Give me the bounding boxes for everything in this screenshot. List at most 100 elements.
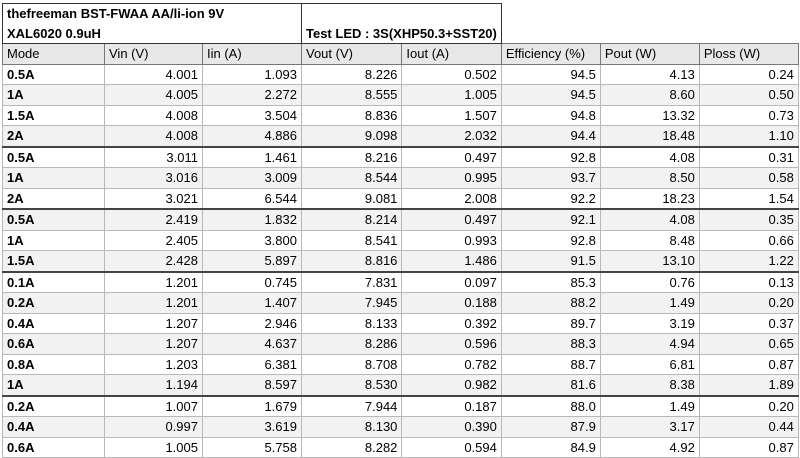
value-cell: 0.37 xyxy=(698,312,799,334)
value-cell: 0.497 xyxy=(401,208,502,231)
empty-cell xyxy=(501,4,798,24)
value-cell: 1.49 xyxy=(599,394,700,417)
data-row: 1A 1.194 8.597 8.530 0.982 81.6 8.38 1.89 xyxy=(2,374,799,396)
data-row: 1.5A 4.008 3.504 8.836 1.507 94.8 13.32 0.73 xyxy=(2,104,799,126)
value-cell: 2.032 xyxy=(401,125,502,147)
mode-cell: 1A xyxy=(2,229,105,251)
value-cell: 13.32 xyxy=(599,104,700,126)
value-cell: 6.381 xyxy=(202,353,302,375)
value-cell: 88.3 xyxy=(500,333,601,355)
value-cell: 8.226 xyxy=(300,63,403,85)
value-cell: 0.44 xyxy=(698,416,799,438)
data-row: 1.5A 2.428 5.897 8.816 1.486 91.5 13.10 1.22 xyxy=(2,250,799,272)
column-header: Efficiency (%) xyxy=(500,43,601,65)
value-cell: 0.995 xyxy=(401,167,502,189)
mode-cell: 0.1A xyxy=(2,270,105,293)
data-row: 0.6A 1.005 5.758 8.282 0.594 84.9 4.92 0.87 xyxy=(2,436,799,458)
data-row: 1A 4.005 2.272 8.555 1.005 94.5 8.60 0.50 xyxy=(2,84,799,106)
value-cell: 1.005 xyxy=(104,436,203,458)
value-cell: 85.3 xyxy=(500,270,601,293)
data-row: 0.8A 1.203 6.381 8.708 0.782 88.7 6.81 0.87 xyxy=(2,353,799,375)
value-cell: 3.19 xyxy=(599,312,700,334)
mode-cell: 0.2A xyxy=(2,394,105,417)
value-cell: 0.50 xyxy=(698,84,799,106)
value-cell: 8.836 xyxy=(300,104,403,126)
value-cell: 0.392 xyxy=(401,312,502,334)
value-cell: 0.87 xyxy=(698,353,799,375)
data-row: 0.2A 1.201 1.407 7.945 0.188 88.2 1.49 0.20 xyxy=(2,292,799,314)
value-cell: 7.945 xyxy=(300,292,403,314)
data-row: 1A 2.405 3.800 8.541 0.993 92.8 8.48 0.66 xyxy=(2,229,799,251)
data-row: 0.1A 1.201 0.745 7.831 0.097 85.3 0.76 0.13 xyxy=(2,270,799,293)
data-row: 0.5A 4.001 1.093 8.226 0.502 94.5 4.13 0.24 xyxy=(2,63,799,85)
value-cell: 1.507 xyxy=(401,104,502,126)
value-cell: 88.2 xyxy=(500,292,601,314)
value-cell: 8.541 xyxy=(300,229,403,251)
value-cell: 2.419 xyxy=(104,208,203,231)
value-cell: 0.73 xyxy=(698,104,799,126)
value-cell: 2.008 xyxy=(401,187,502,210)
column-header: Vin (V) xyxy=(104,43,203,65)
value-cell: 8.708 xyxy=(300,353,403,375)
value-cell: 8.282 xyxy=(300,436,403,458)
value-cell: 6.544 xyxy=(202,187,302,210)
value-cell: 87.9 xyxy=(500,416,601,438)
data-row: 0.4A 0.997 3.619 8.130 0.390 87.9 3.17 0.44 xyxy=(2,416,799,438)
value-cell: 0.66 xyxy=(698,229,799,251)
value-cell: 92.8 xyxy=(500,145,601,168)
mode-cell: 0.4A xyxy=(2,416,105,438)
value-cell: 4.92 xyxy=(599,436,700,458)
value-cell: 9.098 xyxy=(300,125,403,147)
value-cell: 0.87 xyxy=(698,436,799,458)
value-cell: 8.38 xyxy=(599,374,700,396)
data-row: 0.5A 3.011 1.461 8.216 0.497 92.8 4.08 0.31 xyxy=(2,145,799,168)
value-cell: 7.831 xyxy=(300,270,403,293)
mode-cell: 0.4A xyxy=(2,312,105,334)
value-cell: 3.011 xyxy=(104,145,203,168)
value-cell: 0.596 xyxy=(401,333,502,355)
value-cell: 0.24 xyxy=(698,63,799,85)
data-row: 2A 4.008 4.886 9.098 2.032 94.4 18.48 1.10 xyxy=(2,125,799,147)
value-cell: 92.1 xyxy=(500,208,601,231)
value-cell: 93.7 xyxy=(500,167,601,189)
value-cell: 89.7 xyxy=(500,312,601,334)
value-cell: 0.58 xyxy=(698,167,799,189)
value-cell: 2.272 xyxy=(202,84,302,106)
value-cell: 1.89 xyxy=(698,374,799,396)
mode-cell: 0.6A xyxy=(2,333,105,355)
value-cell: 1.203 xyxy=(104,353,203,375)
value-cell: 94.4 xyxy=(500,125,601,147)
value-cell: 4.005 xyxy=(104,84,203,106)
column-header-row: Mode Vin (V) Iin (A) Vout (V) Iout (A) Effici… xyxy=(2,43,799,65)
value-cell: 4.08 xyxy=(599,208,700,231)
mode-cell: 1A xyxy=(2,374,105,396)
value-cell: 18.48 xyxy=(599,125,700,147)
value-cell: 18.23 xyxy=(599,187,700,210)
data-row: 0.6A 1.207 4.637 8.286 0.596 88.3 4.94 0.65 xyxy=(2,333,799,355)
empty-cell xyxy=(501,23,799,44)
value-cell: 1.461 xyxy=(202,145,302,168)
value-cell: 8.216 xyxy=(300,145,403,168)
data-row: 0.4A 1.207 2.946 8.133 0.392 89.7 3.19 0.37 xyxy=(2,312,799,334)
title: thefreeman BST-FWAA AA/li-ion 9V xyxy=(2,3,302,24)
value-cell: 4.08 xyxy=(599,145,700,168)
value-cell: 8.544 xyxy=(300,167,403,189)
value-cell: 4.886 xyxy=(202,125,302,147)
value-cell: 3.504 xyxy=(202,104,302,126)
value-cell: 1.207 xyxy=(104,333,203,355)
column-header: Ploss (W) xyxy=(698,43,799,65)
value-cell: 13.10 xyxy=(599,250,700,272)
data-row: 1A 3.016 3.009 8.544 0.995 93.7 8.50 0.58 xyxy=(2,167,799,189)
value-cell: 0.745 xyxy=(202,270,302,293)
value-cell: 1.10 xyxy=(698,125,799,147)
mode-cell: 0.2A xyxy=(2,292,105,314)
value-cell: 81.6 xyxy=(500,374,601,396)
mode-cell: 1A xyxy=(2,84,105,106)
value-cell: 8.50 xyxy=(599,167,700,189)
value-cell: 5.897 xyxy=(202,250,302,272)
value-cell: 1.007 xyxy=(104,394,203,417)
value-cell: 1.093 xyxy=(202,63,302,85)
value-cell: 0.187 xyxy=(401,394,502,417)
value-cell: 2.428 xyxy=(104,250,203,272)
